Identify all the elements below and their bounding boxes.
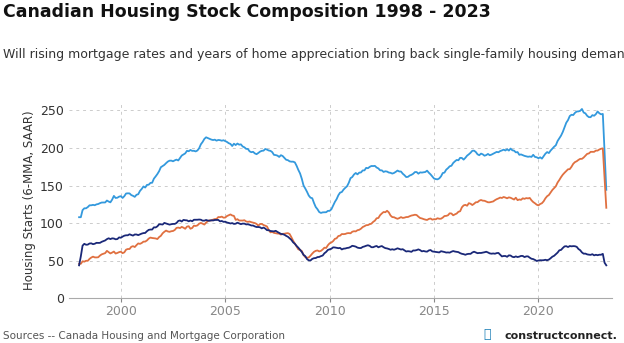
Text: constructconnect.: constructconnect.: [505, 331, 618, 341]
Text: Sources -- Canada Housing and Mortgage Corporation: Sources -- Canada Housing and Mortgage C…: [3, 331, 285, 341]
Text: Will rising mortgage rates and years of home appreciation bring back single-fami: Will rising mortgage rates and years of …: [3, 48, 624, 61]
Text: ⓘ: ⓘ: [484, 328, 491, 341]
Y-axis label: Housing Starts (6‑MMA, SAAR): Housing Starts (6‑MMA, SAAR): [22, 111, 36, 291]
Text: Canadian Housing Stock Composition 1998 - 2023: Canadian Housing Stock Composition 1998 …: [3, 3, 491, 21]
